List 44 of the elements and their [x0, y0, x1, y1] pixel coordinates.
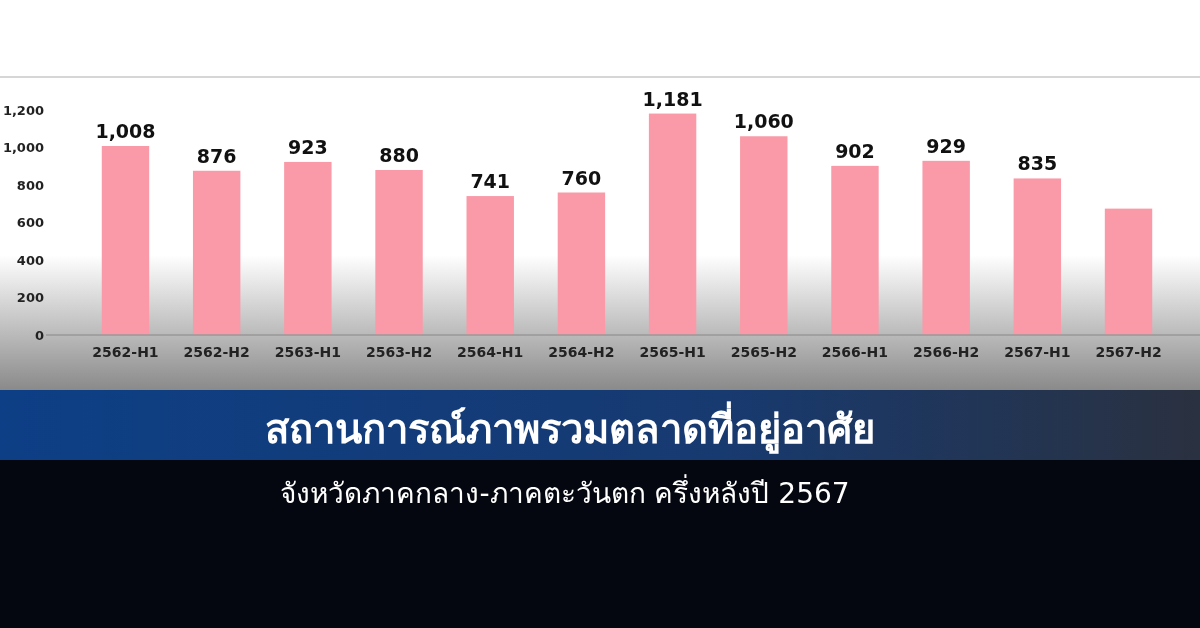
y-tick-label: 1,200	[2, 102, 44, 118]
x-tick-label: 2566-H2	[913, 344, 980, 360]
data-label: 902	[835, 139, 875, 162]
text: สถานการณ์ภาพรวมตลาดที่อยู่อาศัย	[265, 401, 875, 454]
x-tick-label: 2562-H2	[183, 344, 250, 360]
x-tick-label: 2565-H1	[639, 344, 706, 360]
y-tick-label: 600	[16, 215, 44, 231]
bar	[375, 170, 423, 335]
y-tick-label: 400	[16, 252, 44, 268]
x-tick-label: 2563-H1	[274, 344, 341, 360]
x-tick-label: 2564-H2	[548, 344, 615, 360]
bar	[1104, 208, 1153, 335]
data-label: 835	[1017, 152, 1058, 175]
data-label: 923	[288, 135, 328, 158]
bar	[648, 113, 697, 335]
data-label: 876	[196, 144, 237, 167]
bar	[922, 160, 970, 335]
data-label: 929	[926, 134, 966, 157]
data-label: 880	[379, 144, 419, 166]
x-tick-label: 2562-H1	[92, 344, 159, 360]
x-tick-label: 2565-H2	[730, 344, 797, 360]
y-tick-label: 800	[16, 177, 44, 193]
data-label: 741	[470, 170, 511, 193]
bar	[740, 136, 788, 335]
x-tick-label: 2567-H2	[1095, 344, 1162, 360]
bar	[284, 161, 332, 335]
bar	[101, 146, 150, 335]
data-label: 1,008	[95, 120, 156, 142]
data-label: 1,060	[733, 110, 794, 133]
y-tick-label: 0	[34, 327, 44, 343]
x-tick-label: 2566-H1	[821, 344, 889, 360]
y-tick-label: 1,000	[2, 140, 44, 156]
y-tick-label: 200	[16, 290, 44, 306]
bar	[1013, 178, 1062, 335]
bar	[192, 170, 241, 335]
x-tick-label: 2567-H1	[1004, 344, 1071, 360]
x-tick-label: 2564-H1	[457, 344, 524, 360]
bar	[557, 192, 606, 335]
text: จังหวัดภาคกลาง-ภาคตะวันตก ครึ่งหลังปี 2567	[280, 474, 850, 510]
bar	[466, 196, 514, 335]
data-label: 760	[561, 166, 602, 189]
x-tick-label: 2563-H2	[365, 344, 433, 360]
bar	[831, 165, 879, 335]
data-label: 1,181	[642, 87, 703, 110]
